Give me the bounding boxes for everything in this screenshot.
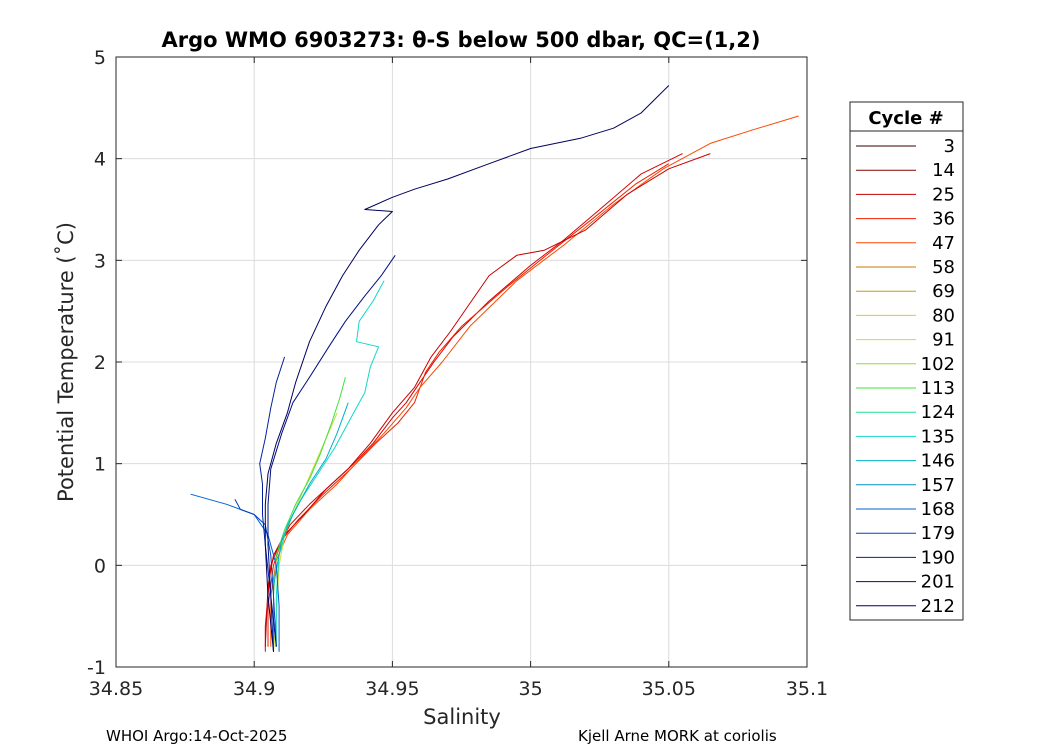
- series-line-3: [270, 115, 799, 647]
- legend-items: 3 14 25 36 47 58 69 80 91 102 113 124 135 146 157 168 17…: [856, 136, 955, 617]
- series-line-1: [264, 153, 683, 652]
- legend-entry-label: 157: [921, 475, 955, 496]
- x-axis-label: Salinity: [423, 705, 501, 729]
- legend-entry-label: 58: [932, 257, 955, 278]
- legend-entry-label: 135: [921, 426, 955, 447]
- footer-left: WHOI Argo:14-Oct-2025: [106, 727, 287, 745]
- legend-entry-label: 168: [921, 499, 955, 520]
- legend-entry-label: 124: [921, 402, 955, 423]
- legend-entry-label: 179: [921, 523, 955, 544]
- y-axis-label: Potential Temperature (˚C): [54, 222, 78, 502]
- y-tick-label: 0: [94, 555, 106, 577]
- legend-entry-label: 47: [932, 233, 955, 254]
- y-tick-label: 2: [94, 352, 106, 374]
- legend-entry-label: 80: [932, 305, 955, 326]
- legend-entry-label: 14: [932, 160, 955, 181]
- x-tick-label: 35: [519, 678, 543, 700]
- y-tick-label: -1: [87, 657, 106, 679]
- y-tick-labels: -1 0 1 2 3 4 5: [87, 47, 106, 679]
- legend-entry-label: 212: [921, 596, 955, 617]
- footer-right: Kjell Arne MORK at coriolis: [578, 727, 777, 745]
- x-tick-label: 35.05: [642, 678, 696, 700]
- x-tick-labels: 34.85 34.9 34.95 35 35.05 35.1: [89, 678, 828, 700]
- legend-title: Cycle #: [868, 108, 943, 129]
- series-lines: [190, 85, 799, 652]
- series-line-7: [275, 280, 385, 647]
- legend-entry-label: 190: [921, 547, 955, 568]
- legend-entry-label: 146: [921, 451, 955, 472]
- x-tick-label: 35.1: [786, 678, 828, 700]
- legend: Cycle # 3 14 25 36 47 58 69 80 91 102 113 124 135 146…: [849, 101, 964, 621]
- series-line-11: [259, 356, 286, 652]
- series-line-13: [264, 85, 670, 652]
- legend-entry-label: 36: [932, 209, 955, 230]
- grid-lines: [116, 57, 807, 667]
- x-tick-label: 34.9: [233, 678, 275, 700]
- chart-title: Argo WMO 6903273: θ-S below 500 dbar, QC…: [162, 28, 761, 52]
- legend-entry-label: 91: [932, 330, 955, 351]
- legend-entry-label: 102: [921, 354, 955, 375]
- legend-entry-label: 69: [932, 281, 955, 302]
- x-tick-label: 34.95: [365, 678, 419, 700]
- y-tick-label: 4: [94, 149, 106, 171]
- series-line-12: [267, 255, 396, 647]
- y-tick-label: 5: [94, 47, 106, 69]
- series-line-8: [273, 402, 349, 652]
- x-tick-label: 34.85: [89, 678, 143, 700]
- y-tick-label: 3: [94, 250, 106, 272]
- tick-marks: [115, 56, 808, 668]
- y-tick-label: 1: [94, 454, 106, 476]
- legend-entry-label: 3: [944, 136, 955, 157]
- legend-entry-label: 201: [921, 572, 955, 593]
- legend-entry-label: 113: [921, 378, 955, 399]
- legend-entry-label: 25: [932, 184, 955, 205]
